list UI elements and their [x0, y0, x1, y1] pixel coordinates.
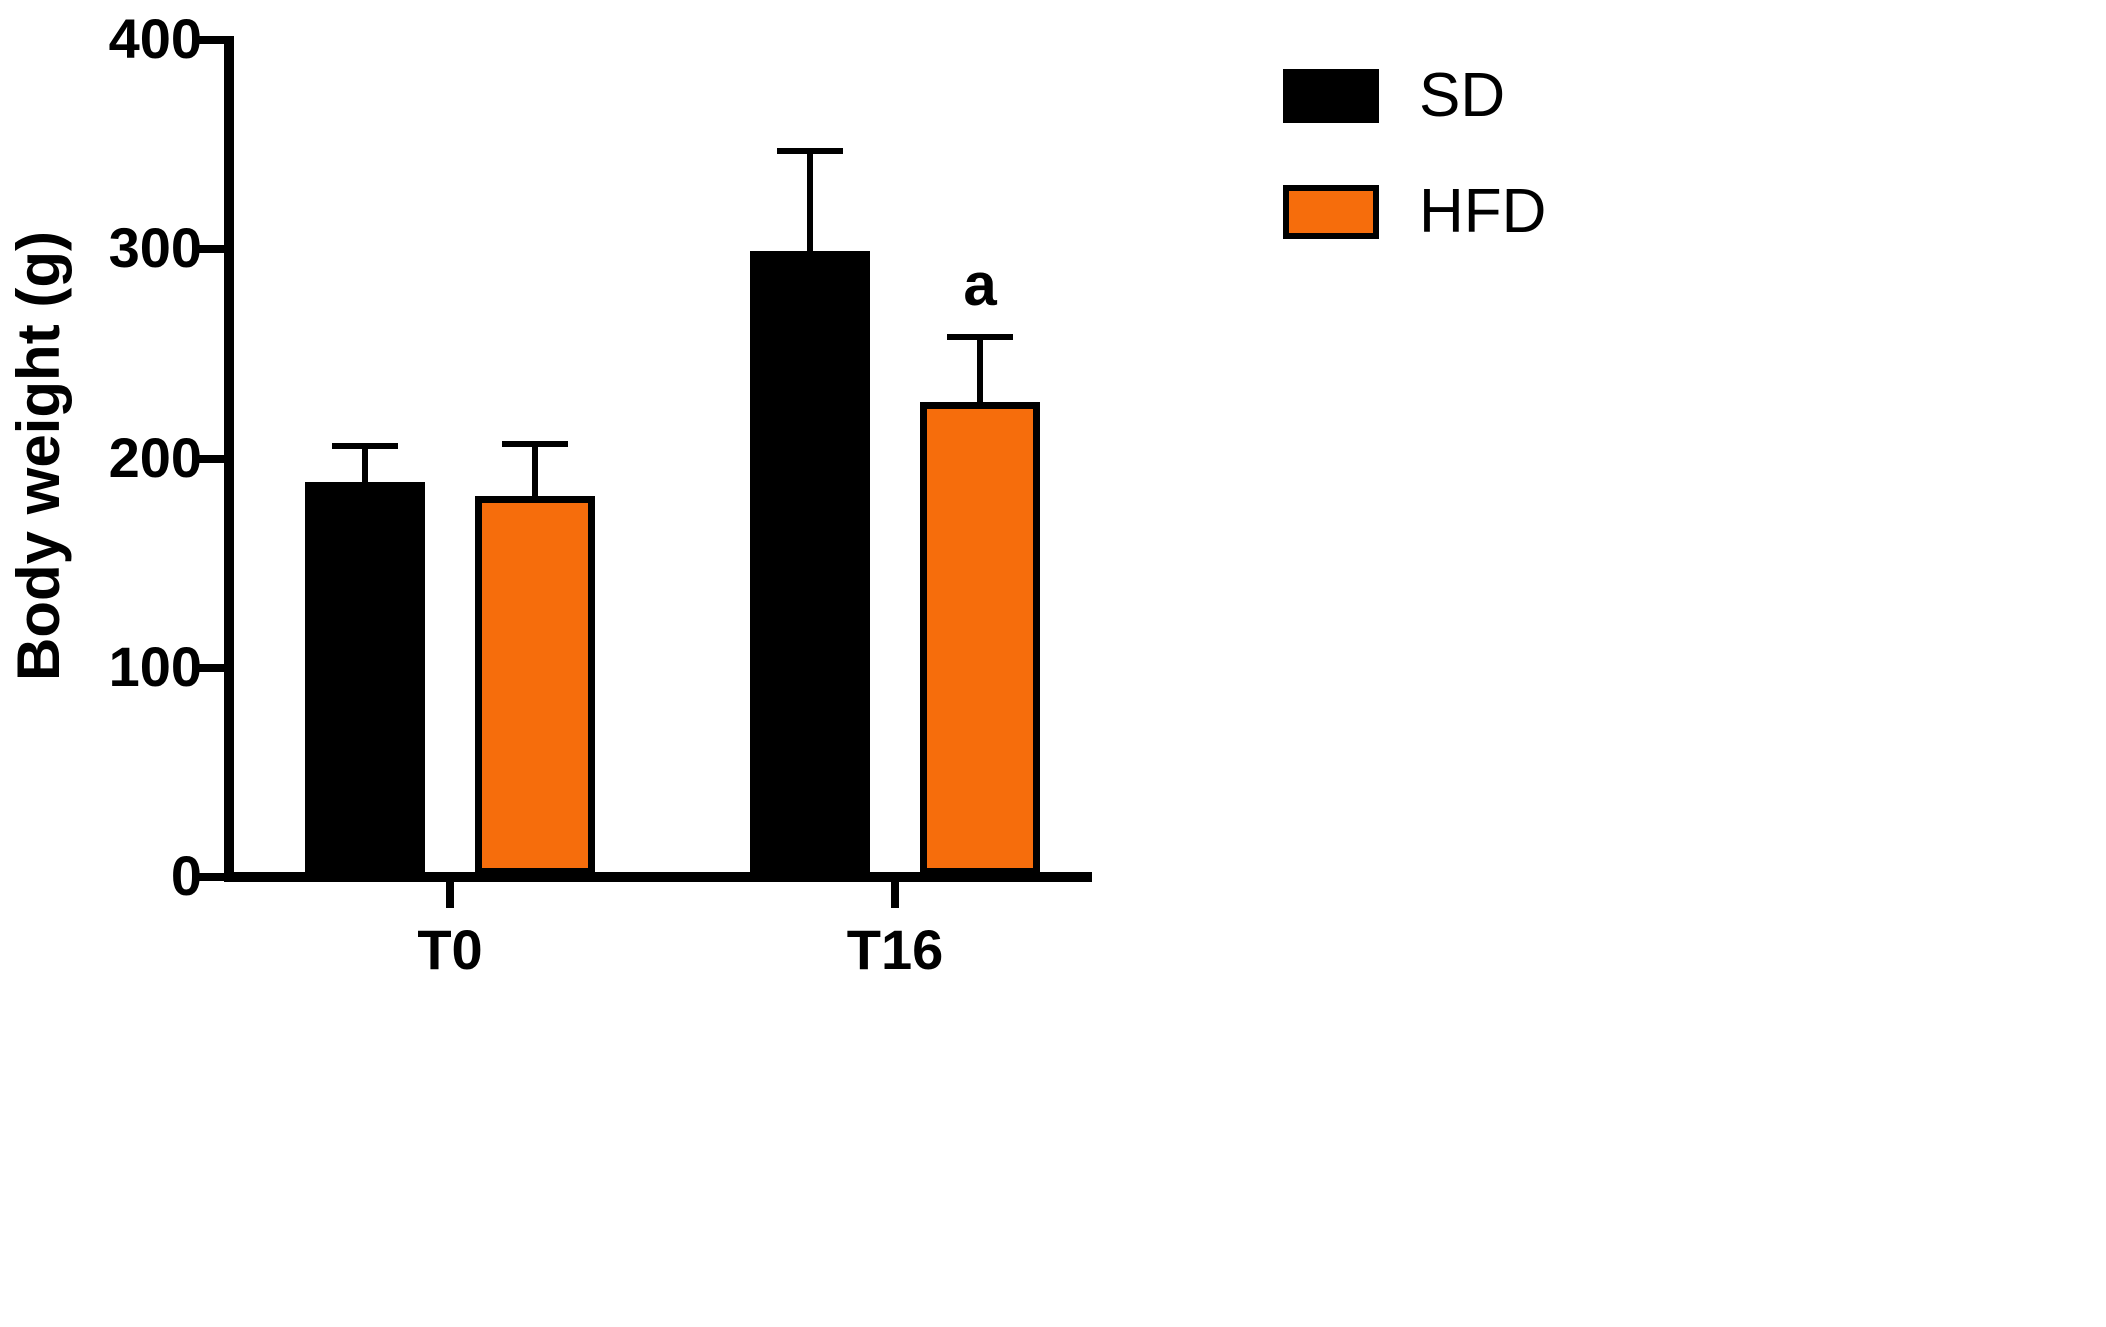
- error-bar-line: [807, 150, 813, 252]
- sd-color-swatch: [1283, 69, 1379, 123]
- y-tick: [196, 245, 224, 254]
- bar-hfd-t16: [920, 402, 1040, 875]
- legend: SD HFD: [1283, 61, 1547, 300]
- y-tick: [196, 454, 224, 463]
- error-bar-cap: [947, 334, 1013, 341]
- y-tick-label: 400: [108, 6, 202, 70]
- legend-item-sd: SD: [1283, 61, 1546, 130]
- x-tick: [891, 882, 899, 908]
- y-tick-label: 100: [108, 634, 202, 698]
- y-tick-label: 300: [108, 216, 202, 280]
- hfd-color-swatch: [1283, 185, 1379, 239]
- x-tick: [446, 882, 454, 908]
- x-tick-label: T16: [846, 918, 944, 981]
- error-bar-line: [532, 443, 538, 497]
- bar-sd-t0: [305, 481, 425, 875]
- y-tick-label: 200: [108, 425, 202, 489]
- legend-label-sd: SD: [1419, 61, 1506, 130]
- y-tick-label: 0: [170, 843, 202, 907]
- y-tick: [196, 663, 224, 672]
- y-tick: [196, 36, 224, 44]
- y-tick: [196, 873, 224, 881]
- error-bar-cap: [777, 147, 843, 154]
- error-bar-cap: [332, 442, 398, 449]
- x-axis-line: [224, 872, 1092, 882]
- significance-label: a: [963, 251, 997, 319]
- legend-item-hfd: HFD: [1283, 177, 1547, 246]
- x-tick-label: T0: [417, 918, 483, 981]
- error-bar-cap: [502, 440, 568, 447]
- error-bar-line: [977, 337, 983, 402]
- error-bar-line: [362, 445, 368, 482]
- y-axis-line: [224, 36, 234, 882]
- legend-label-hfd: HFD: [1419, 177, 1547, 246]
- bar-hfd-t0: [475, 496, 595, 875]
- bar-sd-t16: [750, 251, 870, 875]
